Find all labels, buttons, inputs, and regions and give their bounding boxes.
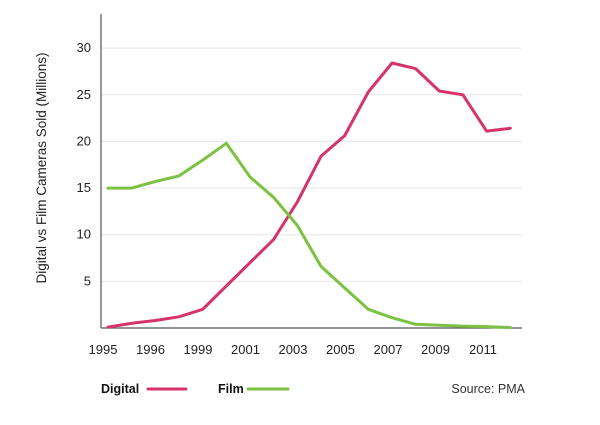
x-tick-label: 1999 xyxy=(184,342,213,357)
y-tick-label: 30 xyxy=(77,40,91,55)
y-tick-label: 20 xyxy=(77,133,91,148)
series-line-film xyxy=(106,141,512,329)
y-tick-label: 15 xyxy=(77,180,91,195)
y-tick-label: 10 xyxy=(77,227,91,242)
x-tick-label: 2001 xyxy=(231,342,260,357)
x-tick-label: 1996 xyxy=(136,342,165,357)
legend-label-film: Film xyxy=(218,382,244,396)
x-tick-labels: 1995 1996 1999 2001 2003 2005 2007 2009 2011 xyxy=(89,342,497,357)
y-tick-labels: 5 10 15 20 25 30 xyxy=(77,40,91,288)
legend-label-digital: Digital xyxy=(101,382,139,396)
x-tick-label: 2005 xyxy=(326,342,355,357)
y-tick-label: 25 xyxy=(77,87,91,102)
y-axis-label: Digital vs Film Cameras Sold (Millions) xyxy=(34,52,49,283)
x-tick-label: 1995 xyxy=(89,342,118,357)
x-tick-label: 2009 xyxy=(421,342,450,357)
legend: Digital Film xyxy=(101,382,290,396)
gridlines xyxy=(101,47,522,282)
series-line-digital xyxy=(106,61,512,329)
x-tick-label: 2011 xyxy=(469,342,497,357)
x-tick-label: 2007 xyxy=(374,342,403,357)
series-lines xyxy=(106,61,512,329)
source-note: Source: PMA xyxy=(451,382,525,396)
x-tick-label: 2003 xyxy=(279,342,308,357)
axes xyxy=(100,14,522,329)
y-tick-label: 5 xyxy=(84,273,91,288)
